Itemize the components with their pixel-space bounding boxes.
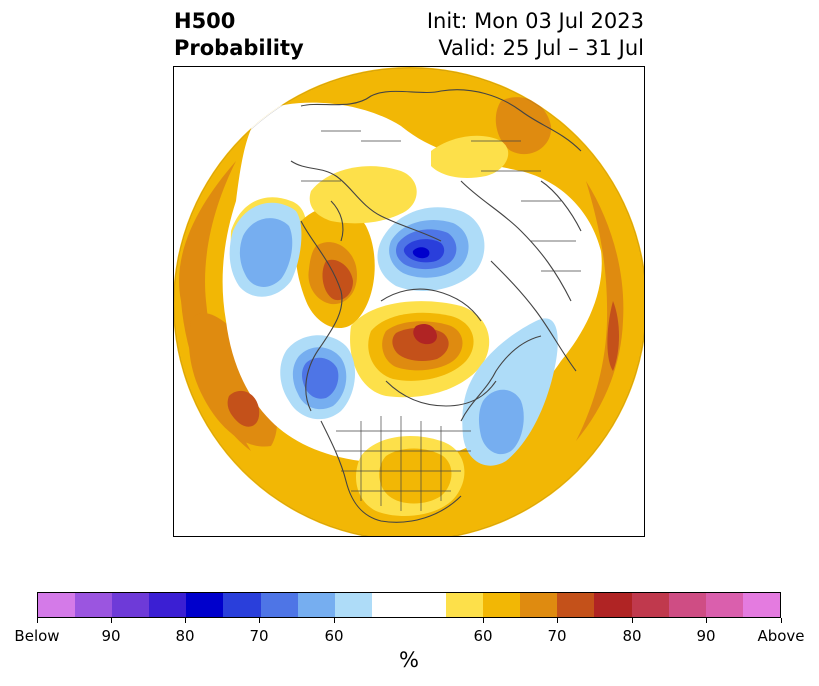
colorbar-swatch — [557, 593, 595, 617]
title-variable: H500 — [174, 9, 236, 33]
colorbar-swatch — [297, 593, 335, 617]
colorbar-swatch — [594, 593, 632, 617]
colorbar-swatch — [75, 593, 113, 617]
colorbar-tick-label: 60 — [473, 627, 493, 645]
colorbar-swatch — [223, 593, 261, 617]
field-yellow-north-center — [309, 166, 417, 224]
field-navy-north — [412, 247, 430, 259]
coastline — [300, 89, 582, 152]
colorbar-tick-label: 80 — [622, 627, 642, 645]
colorbar-tick — [37, 618, 38, 623]
field-medblue-west — [239, 218, 293, 287]
init-date: Init: Mon 03 Jul 2023 — [426, 9, 644, 33]
field-orange-north — [495, 97, 552, 155]
field-orange-east-rim — [576, 181, 624, 441]
probability-field — [174, 67, 644, 536]
coastline — [300, 220, 343, 412]
valid-range: Valid: 25 Jul – 31 Jul — [438, 36, 644, 60]
colorbar-tick-label: Below — [14, 627, 60, 645]
coastline — [595, 110, 622, 172]
colorbar-swatch — [408, 593, 447, 617]
coastline — [380, 288, 482, 322]
field-yellow-north-east — [431, 135, 509, 178]
colorbar-tick-label: 70 — [547, 627, 567, 645]
colorbar-swatch — [668, 593, 706, 617]
field-rust-far-west — [227, 390, 260, 427]
field-blue-alaska — [302, 357, 339, 399]
map-panel — [173, 66, 645, 537]
colorbar-tick-label: 60 — [324, 627, 344, 645]
field-medblue-east — [478, 389, 524, 455]
field-gold-us — [379, 448, 452, 504]
colorbar-tick — [483, 618, 484, 623]
title-left: H500 Probability — [174, 8, 304, 62]
colorbar-tick-label: 70 — [249, 627, 269, 645]
colorbar-swatch — [334, 593, 372, 617]
coastline — [385, 380, 497, 407]
coastline — [460, 180, 572, 302]
colorbar-swatch — [260, 593, 298, 617]
colorbar-tick-label: 90 — [696, 627, 716, 645]
colorbar-tick — [557, 618, 558, 623]
field-orange-west-rim — [179, 161, 251, 451]
field-rust-east — [607, 301, 619, 371]
colorbar-swatch — [483, 593, 521, 617]
colorbar-tick — [334, 618, 335, 623]
field-rust-center-west — [322, 259, 353, 301]
field-red-arctic — [413, 324, 437, 345]
colorbar-swatch — [186, 593, 224, 617]
colorbar — [37, 592, 781, 618]
colorbar-tick-label: 90 — [101, 627, 121, 645]
colorbar-swatch — [742, 593, 780, 617]
map-disc-edge — [174, 67, 644, 536]
colorbar-tick-label: Above — [757, 627, 805, 645]
colorbar-swatch — [149, 593, 187, 617]
colorbar-swatch — [112, 593, 150, 617]
coastline — [490, 260, 577, 372]
colorbar-swatch — [38, 593, 76, 617]
colorbar-tick — [781, 618, 782, 623]
colorbar-swatch — [705, 593, 743, 617]
coastline — [540, 180, 582, 232]
colorbar-swatch — [446, 593, 484, 617]
coastline — [460, 335, 542, 422]
probability-map — [174, 67, 644, 536]
coastline — [330, 200, 344, 242]
title-right: Init: Mon 03 Jul 2023 Valid: 25 Jul – 31… — [330, 8, 644, 62]
title-product: Probability — [174, 36, 304, 60]
colorbar-tick-label: 80 — [175, 627, 195, 645]
colorbar-tick — [111, 618, 112, 623]
colorbar-tick — [259, 618, 260, 623]
coastline — [290, 160, 442, 242]
colorbar-tick — [185, 618, 186, 623]
colorbar-swatch — [371, 593, 409, 617]
colorbar-tick — [632, 618, 633, 623]
colorbar-swatch — [631, 593, 669, 617]
colorbar-tick — [706, 618, 707, 623]
coastline — [320, 420, 462, 523]
colorbar-swatch — [520, 593, 558, 617]
colorbar-units: % — [399, 648, 419, 672]
